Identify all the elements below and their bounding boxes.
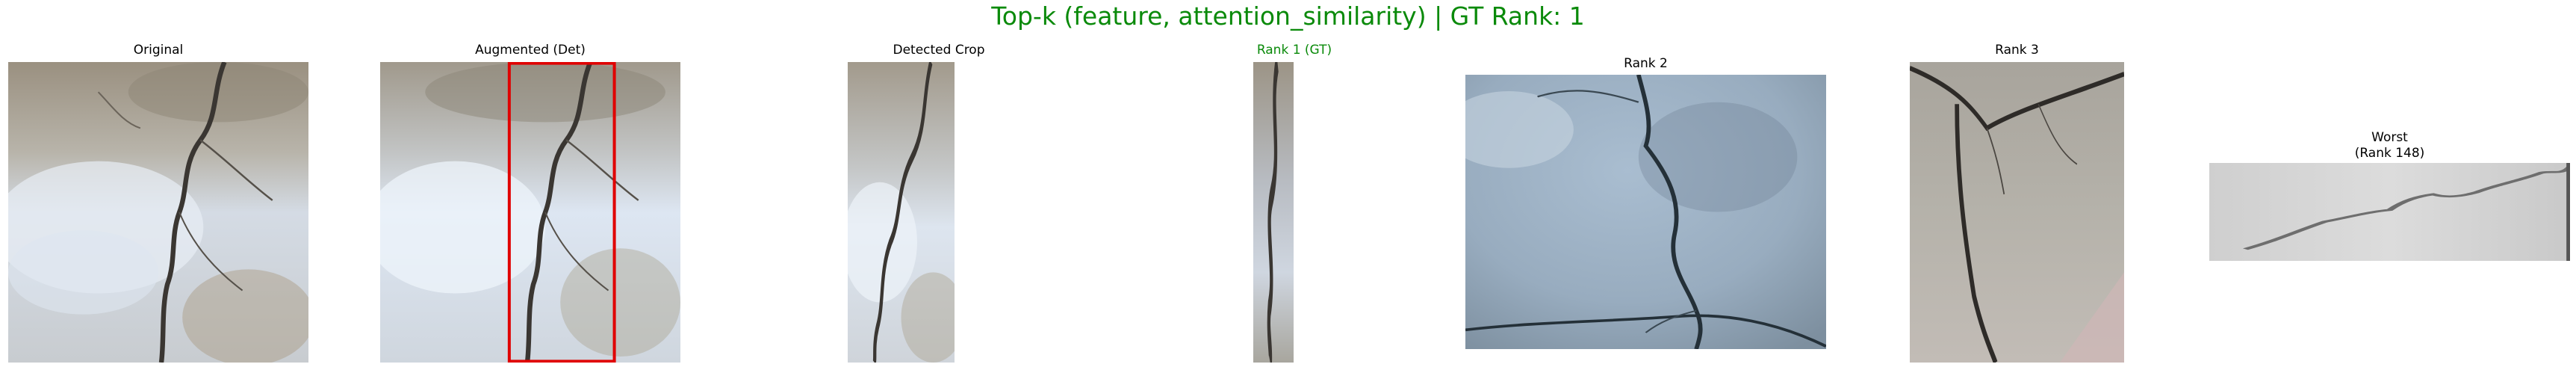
detected-crop-title: Detected Crop [893, 43, 985, 58]
worst-title-line1: Worst [2371, 130, 2408, 145]
rank3-image [1910, 62, 2124, 363]
rank3-title: Rank 3 [1995, 43, 2039, 58]
worst-image [2209, 163, 2570, 261]
worst-title: Worst (Rank 148) [2209, 130, 2570, 161]
worst-title-line2: (Rank 148) [2354, 146, 2425, 161]
augmented-title: Augmented (Det) [475, 43, 586, 58]
original-image [8, 62, 308, 363]
figure-title: Top-k (feature, attention_similarity) | … [991, 1, 1585, 31]
rank2-image [1465, 75, 1826, 349]
detection-box [507, 62, 616, 363]
augmented-image [380, 62, 680, 363]
original-title: Original [133, 43, 184, 58]
detected-crop-image [848, 62, 955, 363]
rank1-title: Rank 1 (GT) [1256, 43, 1332, 58]
rank1-image [1253, 62, 1294, 363]
rank2-title: Rank 2 [1624, 56, 1668, 71]
